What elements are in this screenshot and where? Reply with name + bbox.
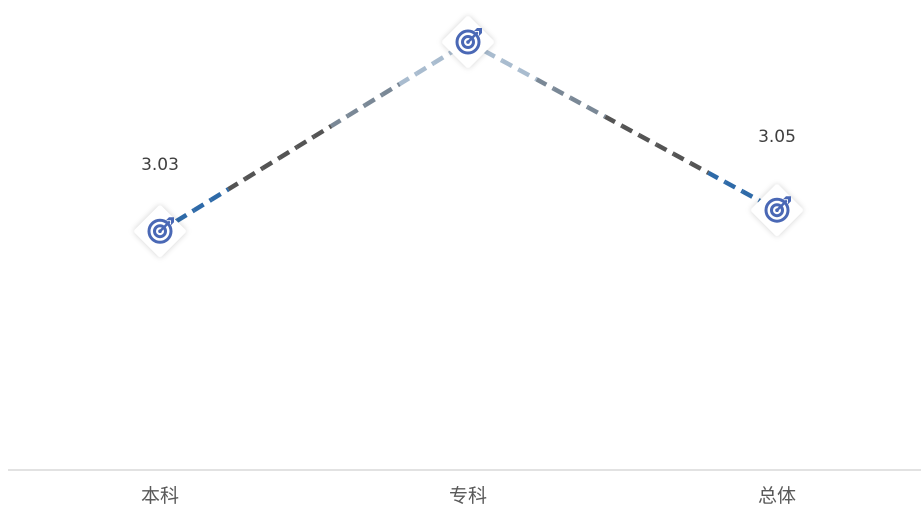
line-segment-1 bbox=[193, 197, 213, 213]
line-segment-1 bbox=[347, 103, 367, 118]
data-label: 3.05 bbox=[758, 127, 796, 147]
line-segment-2 bbox=[707, 170, 727, 185]
line-segment-2 bbox=[741, 189, 761, 203]
line-segment-1 bbox=[415, 61, 435, 76]
line-segment-1 bbox=[312, 124, 333, 139]
line-segment-1 bbox=[295, 134, 316, 150]
target-icon bbox=[442, 16, 494, 68]
line-segment-2 bbox=[621, 124, 641, 138]
line-segment-1 bbox=[261, 155, 281, 171]
line-segment-2 bbox=[484, 49, 504, 63]
line-segment-2 bbox=[655, 142, 676, 157]
line-segment-2 bbox=[569, 96, 590, 110]
series-line bbox=[158, 40, 779, 234]
line-segment-1 bbox=[227, 176, 247, 192]
line-segment-1 bbox=[210, 187, 230, 202]
target-icon bbox=[134, 205, 186, 257]
line-segment-2 bbox=[552, 86, 573, 101]
x-tick-label: 专科 bbox=[449, 485, 487, 507]
line-segment-1 bbox=[329, 113, 350, 129]
category-labels-group: 本科 专科 总体 bbox=[141, 485, 796, 507]
line-segment-1 bbox=[244, 166, 264, 181]
target-icon bbox=[751, 184, 803, 236]
line-segment-2 bbox=[638, 133, 658, 147]
line-segment-2 bbox=[690, 161, 710, 175]
line-segment-1 bbox=[432, 50, 453, 65]
line-segment-1 bbox=[364, 92, 384, 108]
data-labels-group: 3.033.213.05 bbox=[141, 127, 796, 175]
line-segment-2 bbox=[724, 180, 744, 194]
line-segment-1 bbox=[398, 71, 418, 86]
line-segment-2 bbox=[518, 68, 538, 82]
line-segment-1 bbox=[278, 145, 299, 160]
line-segment-1 bbox=[381, 82, 401, 97]
data-label: 3.03 bbox=[141, 155, 179, 175]
line-segment-1 bbox=[175, 208, 196, 223]
markers-group bbox=[134, 16, 803, 257]
line-segment-2 bbox=[587, 105, 607, 119]
line-segment-2 bbox=[535, 77, 555, 91]
line-segment-2 bbox=[501, 58, 521, 73]
line-segment-2 bbox=[604, 114, 624, 129]
x-tick-label: 总体 bbox=[758, 485, 796, 507]
line-segment-2 bbox=[672, 152, 693, 166]
x-tick-label: 本科 bbox=[141, 485, 179, 507]
